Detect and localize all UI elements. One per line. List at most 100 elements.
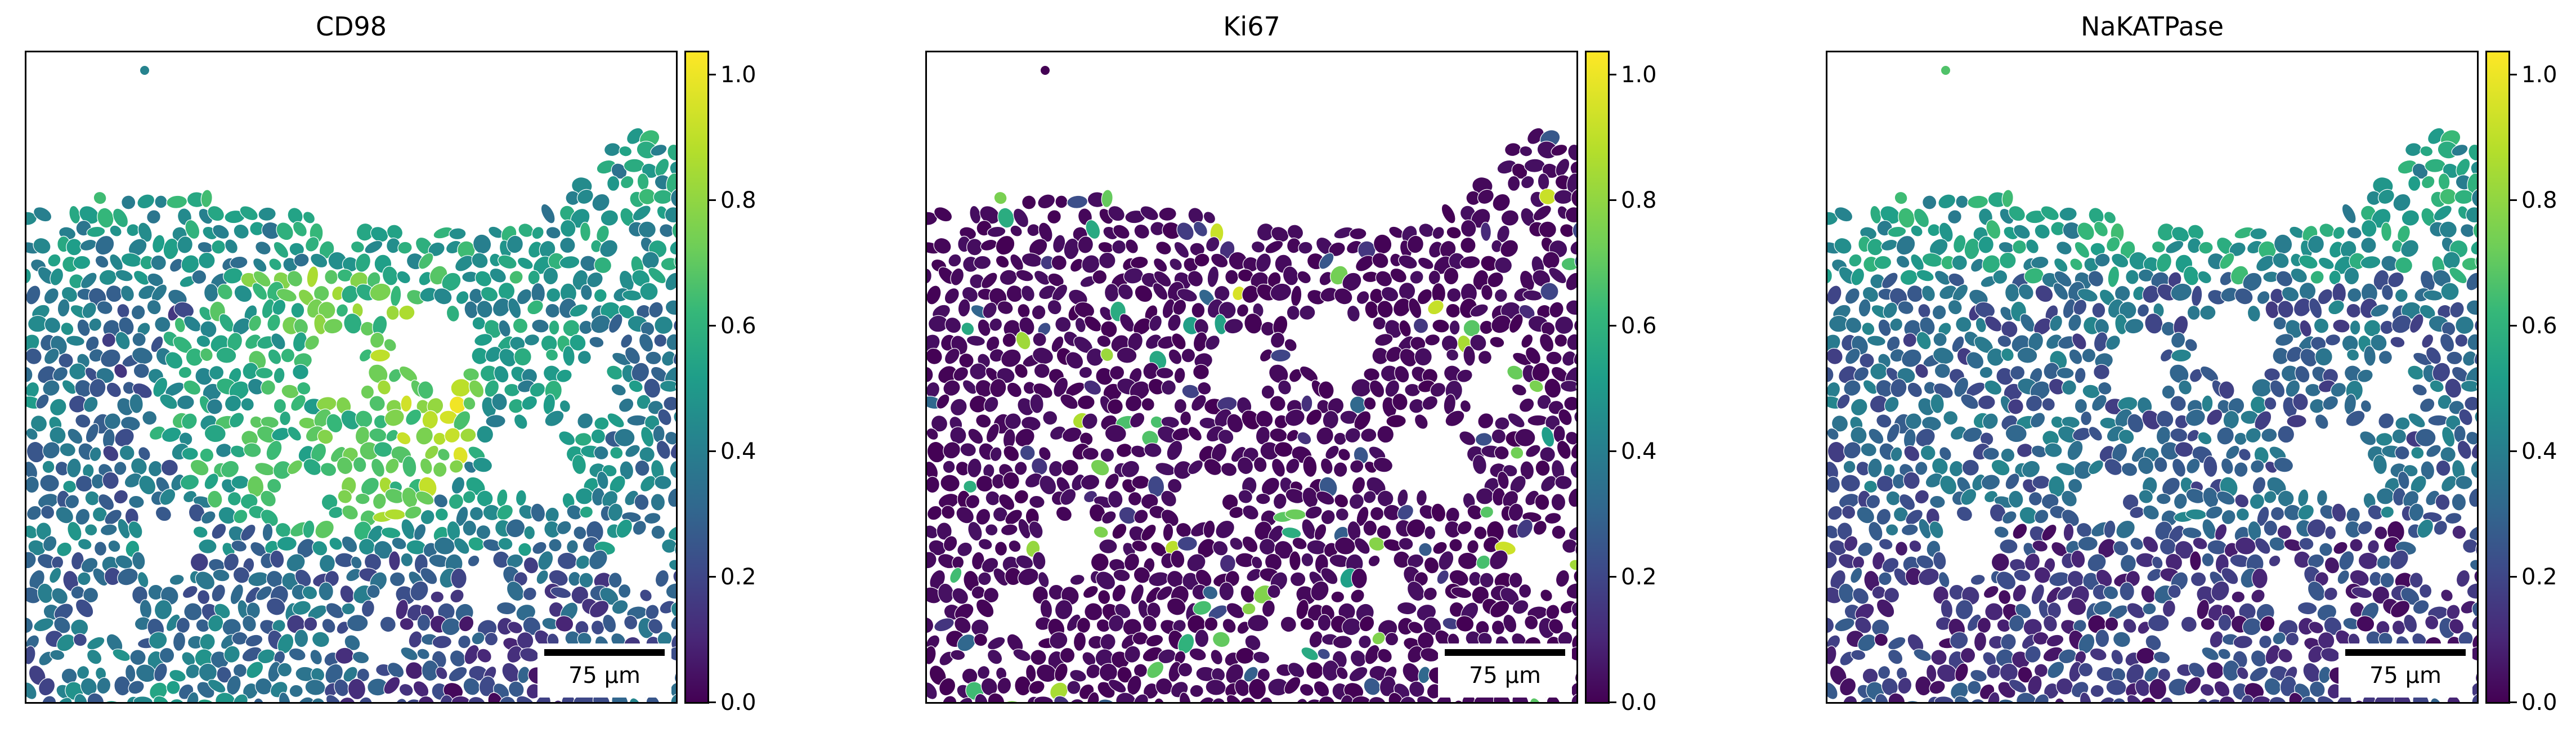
- cell: [161, 427, 182, 443]
- cell: [1566, 583, 1576, 600]
- cell: [26, 616, 34, 634]
- cell: [1938, 222, 1954, 243]
- cell: [1226, 602, 1245, 619]
- cell: [2471, 188, 2477, 208]
- cell: [255, 367, 274, 379]
- cell: [104, 413, 121, 430]
- cell: [573, 526, 587, 540]
- tick-mark: [709, 701, 716, 703]
- cell: [1398, 254, 1418, 270]
- cell: [2341, 203, 2357, 224]
- cell: [639, 282, 658, 301]
- cell: [1350, 650, 1367, 667]
- cell: [352, 457, 367, 473]
- cell: [953, 366, 969, 382]
- cell: [312, 631, 330, 648]
- cell: [1167, 478, 1182, 494]
- cell: [2035, 284, 2054, 303]
- cell: [1422, 395, 1439, 410]
- cell: [154, 195, 168, 209]
- cell: [933, 237, 952, 254]
- cell: [149, 426, 166, 440]
- cell: [1867, 458, 1883, 478]
- cell: [496, 504, 513, 521]
- cell: [1080, 474, 1100, 490]
- cell: [2125, 269, 2139, 285]
- cells-group: [1827, 66, 2477, 702]
- cell: [600, 209, 619, 226]
- cell: [2346, 226, 2362, 239]
- cell: [1301, 519, 1316, 540]
- cell: [453, 537, 470, 555]
- cell: [1253, 457, 1267, 473]
- cell: [2012, 239, 2027, 254]
- cell: [125, 664, 136, 682]
- cell: [1237, 457, 1254, 475]
- cell: [35, 522, 52, 540]
- cell: [1116, 347, 1137, 364]
- tick-label: 1.0: [2521, 62, 2557, 88]
- cell: [2220, 458, 2234, 475]
- cell: [1280, 616, 1297, 633]
- cell: [1919, 316, 1936, 336]
- cell: [272, 461, 292, 480]
- cell: [87, 692, 105, 702]
- cell: [2475, 253, 2477, 269]
- cell: [634, 494, 649, 511]
- cell: [476, 525, 491, 540]
- cell: [513, 414, 528, 430]
- cell: [1831, 415, 1849, 432]
- cell: [166, 195, 188, 209]
- cell: [639, 589, 652, 602]
- cell: [93, 191, 107, 205]
- cell: [1374, 333, 1394, 347]
- cell: [1489, 600, 1510, 618]
- cell: [399, 617, 414, 631]
- cell: [1967, 195, 1989, 209]
- cell: [1181, 384, 1200, 399]
- cell: [1172, 619, 1186, 633]
- cell: [154, 663, 168, 682]
- cell: [1170, 549, 1185, 569]
- cell: [1446, 226, 1462, 239]
- cell: [252, 282, 268, 301]
- cell: [260, 379, 276, 396]
- cell: [67, 521, 82, 542]
- cell: [1525, 444, 1541, 458]
- cell: [323, 318, 343, 334]
- cell: [115, 269, 133, 282]
- cell: [318, 582, 334, 601]
- cell: [2247, 305, 2261, 323]
- cell: [1042, 410, 1058, 426]
- cell: [1417, 695, 1436, 702]
- cell: [297, 381, 311, 395]
- cell: [1108, 490, 1123, 508]
- cell: [1350, 589, 1365, 604]
- cell: [1982, 413, 1999, 430]
- cell: [1457, 552, 1478, 570]
- cell: [2251, 589, 2265, 604]
- cell: [971, 585, 985, 600]
- cell: [1248, 678, 1267, 700]
- cell: [2324, 525, 2337, 540]
- cell: [2344, 267, 2360, 285]
- cell: [518, 542, 532, 557]
- cell: [2090, 684, 2104, 698]
- cell: [1317, 648, 1330, 660]
- cell: [2347, 287, 2362, 303]
- cell: [100, 524, 118, 536]
- cell: [1269, 395, 1286, 412]
- cell: [1340, 694, 1355, 702]
- cell: [1251, 556, 1263, 569]
- cell: [419, 458, 433, 475]
- cell: [1540, 282, 1559, 301]
- cell: [927, 645, 937, 665]
- cell: [989, 378, 1007, 398]
- cell: [940, 474, 960, 492]
- cell: [2004, 283, 2020, 302]
- cell: [509, 336, 526, 351]
- cell: [80, 272, 97, 289]
- cell: [1093, 526, 1109, 539]
- cell: [196, 335, 211, 348]
- cell: [660, 257, 676, 271]
